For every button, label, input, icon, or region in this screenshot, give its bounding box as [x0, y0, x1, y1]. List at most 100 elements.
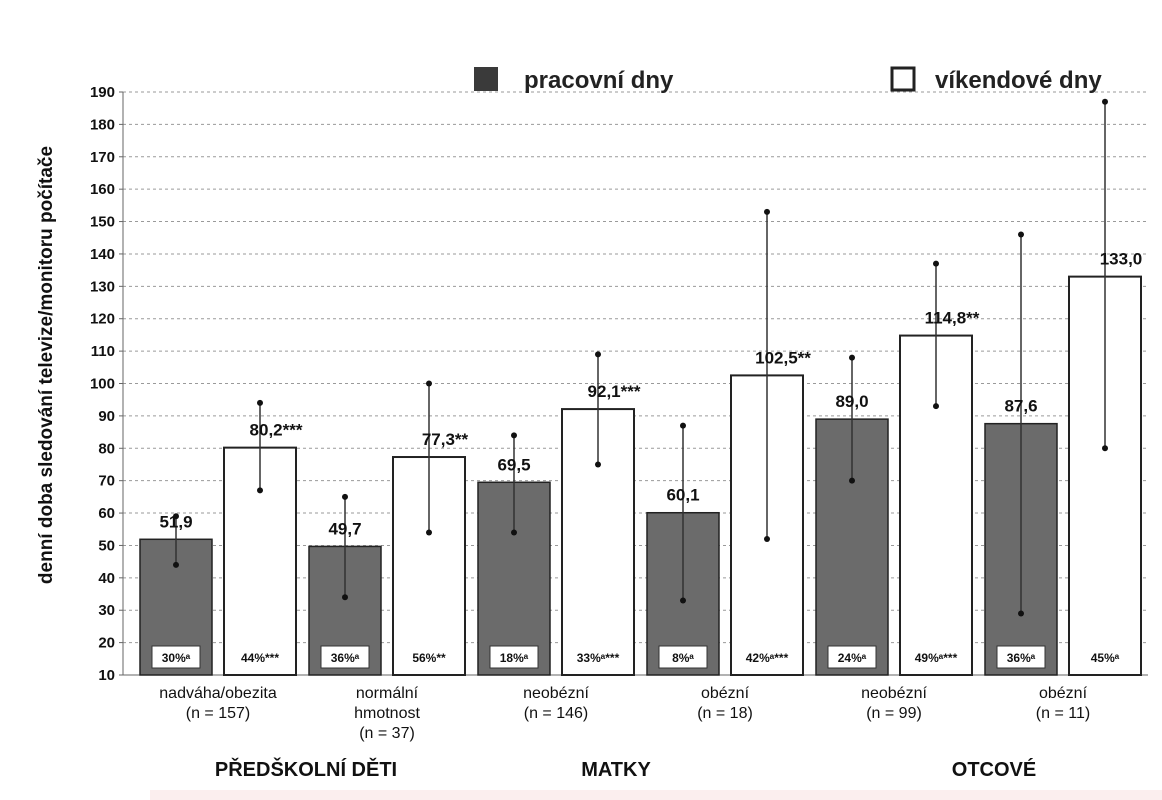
workday-error-low: [680, 597, 686, 604]
weekend-error-low: [1102, 445, 1108, 452]
group-label: PŘEDŠKOLNÍ DĚTI: [215, 757, 397, 781]
workday-error-high: [680, 422, 686, 429]
weekend-value-label: 102,5**: [755, 348, 811, 367]
y-tick-label: 40: [98, 570, 115, 587]
group-label: OTCOVÉ: [952, 758, 1036, 781]
y-tick-label: 20: [98, 635, 115, 652]
weekend-percent-box: [1081, 646, 1129, 668]
workday-percent-label: 18%ᵃ: [500, 651, 529, 665]
category-label: (n = 157): [186, 705, 250, 722]
workday-error-low: [511, 529, 517, 536]
category-label: normální: [356, 685, 419, 702]
weekend-percent-label: 33%ᵃ***: [577, 651, 620, 665]
weekend-error-high: [257, 399, 263, 406]
y-tick-label: 90: [98, 408, 115, 425]
weekend-percent-box: [405, 646, 453, 668]
weekend-percent-box: [743, 646, 791, 668]
y-tick-label: 120: [90, 311, 115, 328]
group-label: MATKY: [581, 759, 651, 781]
workday-percent-box: [996, 645, 1046, 669]
workday-value-label: 89,0: [835, 392, 868, 411]
category-label: obézní: [1039, 685, 1088, 702]
workday-error-low: [342, 594, 348, 601]
workday-error-low: [173, 561, 179, 568]
legend-swatch-weekend: [890, 66, 916, 92]
weekend-error-high: [933, 260, 939, 267]
workday-error-high: [173, 513, 179, 520]
workday-error-low: [849, 477, 855, 484]
weekend-error-high: [1102, 98, 1108, 105]
y-tick-label: 30: [98, 602, 115, 619]
y-tick-label: 150: [90, 214, 115, 231]
weekend-error-low: [595, 461, 601, 468]
bottom-band: [150, 790, 1162, 800]
weekend-value-label: 80,2***: [250, 421, 303, 440]
y-tick-label: 190: [90, 84, 115, 101]
weekend-percent-box: [574, 646, 622, 668]
workday-percent-box: [489, 645, 539, 669]
workday-value-label: 87,6: [1004, 397, 1037, 416]
workday-error-high: [511, 432, 517, 439]
weekend-value-label: 77,3**: [422, 430, 469, 449]
category-label: (n = 146): [524, 705, 588, 722]
category-label: (n = 18): [697, 705, 753, 722]
weekend-error-high: [426, 380, 432, 387]
legend-label-weekend: víkendové dny: [935, 67, 1102, 94]
workday-percent-box: [320, 645, 370, 669]
weekend-percent-label: 56%**: [412, 651, 446, 665]
weekend-percent-box: [912, 646, 960, 668]
y-axis-label: denní doba sledování televize/monitoru p…: [36, 146, 57, 584]
workday-percent-label: 8%ᵃ: [672, 651, 694, 665]
workday-percent-box: [151, 645, 201, 669]
workday-value-label: 49,7: [328, 519, 361, 538]
workday-percent-label: 30%ᵃ: [162, 651, 191, 665]
workday-value-label: 60,1: [666, 486, 699, 505]
weekend-error-high: [764, 208, 770, 215]
workday-percent-label: 36%ᵃ: [331, 651, 360, 665]
y-tick-label: 160: [90, 181, 115, 198]
workday-error-high: [342, 493, 348, 500]
weekend-error-low: [426, 529, 432, 536]
weekend-percent-label: 44%***: [241, 651, 279, 665]
workday-error-low: [1018, 610, 1024, 617]
category-label: nadváha/obezita: [159, 685, 277, 702]
weekend-error-low: [933, 403, 939, 410]
weekend-error-high: [595, 351, 601, 358]
y-tick-label: 70: [98, 473, 115, 490]
legend-swatch-workdays: [474, 67, 498, 91]
y-tick-label: 100: [90, 376, 115, 393]
category-label: (n = 11): [1036, 705, 1090, 722]
workday-error-high: [1018, 231, 1024, 238]
y-tick-label: 10: [98, 667, 115, 684]
y-tick-label: 80: [98, 440, 115, 457]
weekend-error-low: [764, 535, 770, 542]
category-label: obézní: [701, 685, 750, 702]
category-label: (n = 99): [866, 705, 922, 722]
category-label: (n = 37): [359, 725, 415, 742]
workday-error-high: [849, 354, 855, 361]
weekend-value-label: 92,1***: [588, 382, 641, 401]
y-tick-label: 60: [98, 505, 115, 522]
y-tick-label: 170: [90, 149, 115, 166]
workday-percent-box: [827, 645, 877, 669]
weekend-percent-label: 45%ᵃ: [1091, 651, 1120, 665]
weekend-error-low: [257, 487, 263, 494]
category-label: neobézní: [523, 685, 589, 702]
legend-label-workdays: pracovní dny: [524, 67, 674, 94]
y-tick-label: 130: [90, 278, 115, 295]
weekend-percent-box: [236, 646, 284, 668]
y-tick-label: 50: [98, 537, 115, 554]
weekend-value-label: 133,0: [1100, 250, 1143, 269]
workday-value-label: 51,9: [159, 512, 192, 531]
weekend-percent-label: 49%ᵃ***: [915, 651, 958, 665]
category-label: neobézní: [861, 685, 927, 702]
y-tick-label: 110: [91, 343, 115, 360]
y-tick-label: 140: [90, 246, 115, 263]
workday-percent-box: [658, 645, 708, 669]
weekend-percent-label: 42%ᵃ***: [746, 651, 789, 665]
y-tick-label: 180: [90, 116, 115, 133]
workday-percent-label: 24%ᵃ: [838, 651, 867, 665]
category-label: hmotnost: [354, 705, 420, 722]
workday-value-label: 69,5: [497, 455, 530, 474]
